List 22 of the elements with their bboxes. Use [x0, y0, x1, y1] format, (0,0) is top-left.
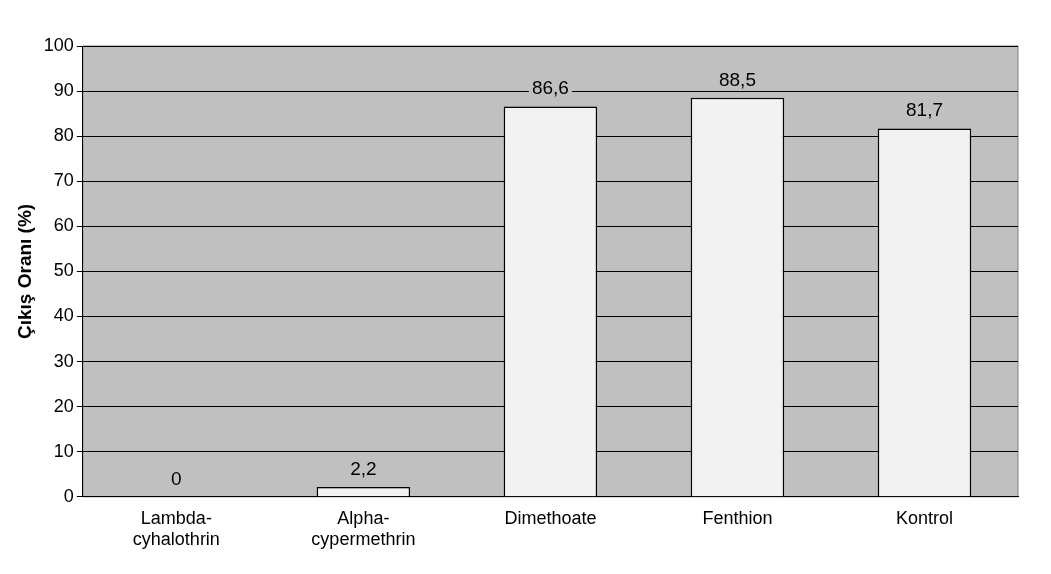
y-tick-label: 90: [53, 80, 74, 101]
y-tick-label: 80: [53, 125, 74, 146]
y-tick-label: 0: [63, 485, 74, 506]
data-label: 81,7: [905, 99, 943, 121]
y-tick-label: 40: [53, 305, 74, 326]
data-label: 86,6: [531, 77, 569, 99]
y-tick-label: 70: [53, 170, 74, 191]
data-label: 2,2: [350, 457, 377, 479]
x-tick-label: Dimethoate: [504, 507, 597, 528]
x-tick-label: Lambda-cyhalothrin: [132, 507, 220, 550]
y-tick-label: 50: [53, 260, 74, 281]
x-tick-label: Kontrol: [895, 507, 954, 528]
y-tick-label: 30: [53, 350, 74, 371]
data-label: 0: [171, 467, 182, 489]
y-axis-title: Çıkış Oranı (%): [13, 203, 35, 339]
data-label: 88,5: [718, 68, 756, 90]
y-tick-label: 60: [53, 215, 74, 236]
y-tick-label: 100: [43, 34, 74, 55]
y-tick-label: 10: [53, 440, 74, 461]
x-tick-label: Fenthion: [702, 507, 773, 528]
x-tick-label: Alpha-cypermethrin: [311, 507, 416, 550]
y-tick-label: 20: [53, 395, 74, 416]
